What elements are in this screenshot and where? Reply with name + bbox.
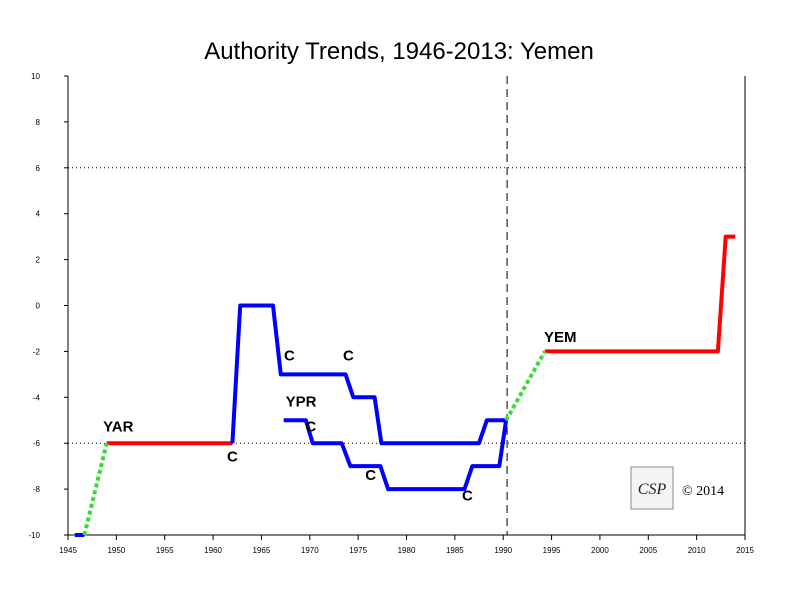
annotation-yar-0: YAR [103, 419, 133, 436]
plot-area [68, 76, 745, 535]
annotation-c-5: C [305, 419, 316, 436]
series-line-5 [82, 442, 109, 536]
csp-logo: CSP [630, 466, 674, 510]
y-tick-label: 8 [36, 118, 41, 127]
y-axis: -10 -8 -6 -4 -2 0 2 4 6 8 10 [28, 72, 68, 540]
x-tick-label: 1970 [301, 546, 319, 555]
logo-text: CSP [638, 481, 667, 498]
series-line-1 [544, 234, 736, 354]
x-tick-label: 1985 [446, 546, 464, 555]
annotation-ypr-4: YPR [286, 393, 317, 410]
chart-title: Authority Trends, 1946-2013: Yemen [204, 38, 594, 65]
x-tick-label: 1975 [349, 546, 367, 555]
annotation-c-6: C [365, 467, 376, 484]
y-tick-label: 4 [36, 210, 41, 219]
x-tick-label: 1960 [204, 546, 222, 555]
annotation-c-3: C [343, 348, 354, 365]
logo-box [630, 466, 674, 510]
x-tick-label: 1945 [59, 546, 77, 555]
x-tick-label: 2005 [639, 546, 657, 555]
y-tick-label: -6 [33, 439, 41, 448]
x-tick-label: 1980 [398, 546, 416, 555]
annotation-layer: YAR C C C YPR C C C YEM [103, 329, 576, 504]
annotation-c-1: C [227, 449, 238, 466]
copyright-text: © 2014 [682, 484, 724, 499]
x-tick-label: 1965 [253, 546, 271, 555]
series-line-6 [504, 350, 547, 422]
y-tick-label: 10 [31, 72, 40, 81]
y-tick-label: -10 [28, 531, 40, 540]
x-axis: 1945 1950 1955 1960 1965 1970 1975 1980 1985 1990… [59, 535, 754, 555]
x-tick-label: 2010 [688, 546, 706, 555]
y-tick-label: 0 [36, 302, 41, 311]
series-layer [74, 234, 736, 537]
annotation-c-7: C [462, 488, 473, 505]
y-tick-label: -8 [33, 485, 41, 494]
y-tick-label: 2 [36, 256, 41, 265]
y-tick-label: -2 [33, 347, 41, 356]
y-tick-label: -4 [33, 393, 41, 402]
annotation-c-2: C [284, 348, 295, 365]
x-tick-label: 2000 [591, 546, 609, 555]
x-tick-label: 1990 [494, 546, 512, 555]
x-tick-label: 2015 [736, 546, 754, 555]
y-tick-label: 6 [36, 164, 41, 173]
x-tick-label: 1950 [107, 546, 125, 555]
series-line-4 [283, 418, 509, 492]
series-line-3 [230, 303, 507, 446]
x-tick-label: 1955 [156, 546, 174, 555]
x-tick-label: 1995 [543, 546, 561, 555]
annotation-yem-8: YEM [544, 329, 577, 346]
plot-background [68, 76, 745, 535]
